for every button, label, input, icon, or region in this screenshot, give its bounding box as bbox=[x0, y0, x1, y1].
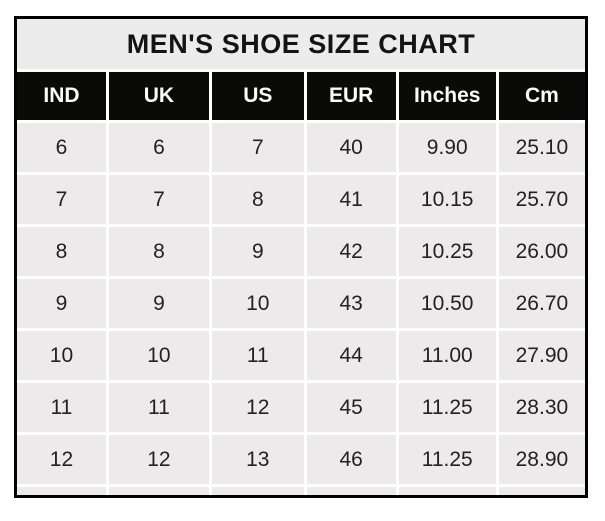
table-cell: 26.00 bbox=[498, 227, 585, 276]
table-cell: 7 bbox=[108, 175, 209, 224]
table-cell: 10.25 bbox=[398, 227, 496, 276]
table-cell: 46 bbox=[306, 435, 396, 484]
table-cell: 9 bbox=[17, 279, 106, 328]
column-header-ind: IND bbox=[17, 72, 106, 120]
table-cell: 9 bbox=[211, 227, 304, 276]
table-cell: 25.10 bbox=[498, 123, 585, 172]
table-cell: 43 bbox=[306, 279, 396, 328]
table-cell: 12 bbox=[17, 435, 106, 484]
shoe-size-chart: MEN'S SHOE SIZE CHART IND UK US EUR Inches Cm… bbox=[14, 16, 588, 498]
table-cell: 11 bbox=[108, 383, 209, 432]
table-cell: 45 bbox=[306, 383, 396, 432]
table-bottom-filler bbox=[211, 487, 304, 495]
table-cell: 13 bbox=[211, 435, 304, 484]
table-cell: 11.00 bbox=[398, 331, 496, 380]
chart-title: MEN'S SHOE SIZE CHART bbox=[17, 19, 585, 69]
table-cell: 10 bbox=[108, 331, 209, 380]
table-cell: 10 bbox=[211, 279, 304, 328]
table-cell: 8 bbox=[17, 227, 106, 276]
table-cell: 11 bbox=[17, 383, 106, 432]
table-cell: 12 bbox=[108, 435, 209, 484]
column-header-eur: EUR bbox=[306, 72, 396, 120]
column-header-cm: Cm bbox=[498, 72, 585, 120]
table-cell: 8 bbox=[108, 227, 209, 276]
table-cell: 40 bbox=[306, 123, 396, 172]
table-cell: 11 bbox=[211, 331, 304, 380]
table-bottom-filler bbox=[498, 487, 585, 495]
table-cell: 12 bbox=[211, 383, 304, 432]
table-cell: 11.25 bbox=[398, 435, 496, 484]
table-bottom-filler bbox=[108, 487, 209, 495]
column-header-inches: Inches bbox=[398, 72, 496, 120]
column-header-uk: UK bbox=[108, 72, 209, 120]
table-cell: 10.15 bbox=[398, 175, 496, 224]
table-cell: 9 bbox=[108, 279, 209, 328]
table-cell: 11.25 bbox=[398, 383, 496, 432]
table-cell: 9.90 bbox=[398, 123, 496, 172]
table-cell: 41 bbox=[306, 175, 396, 224]
table-cell: 7 bbox=[211, 123, 304, 172]
table-cell: 28.30 bbox=[498, 383, 585, 432]
table-bottom-filler bbox=[17, 487, 106, 495]
table-bottom-filler bbox=[306, 487, 396, 495]
table-cell: 10.50 bbox=[398, 279, 496, 328]
table-cell: 26.70 bbox=[498, 279, 585, 328]
table-cell: 42 bbox=[306, 227, 396, 276]
table-cell: 27.90 bbox=[498, 331, 585, 380]
table-cell: 44 bbox=[306, 331, 396, 380]
table-cell: 6 bbox=[108, 123, 209, 172]
table-bottom-filler bbox=[398, 487, 496, 495]
column-header-us: US bbox=[211, 72, 304, 120]
table-cell: 10 bbox=[17, 331, 106, 380]
table-cell: 6 bbox=[17, 123, 106, 172]
table-cell: 8 bbox=[211, 175, 304, 224]
table-cell: 28.90 bbox=[498, 435, 585, 484]
table-cell: 25.70 bbox=[498, 175, 585, 224]
table-cell: 7 bbox=[17, 175, 106, 224]
